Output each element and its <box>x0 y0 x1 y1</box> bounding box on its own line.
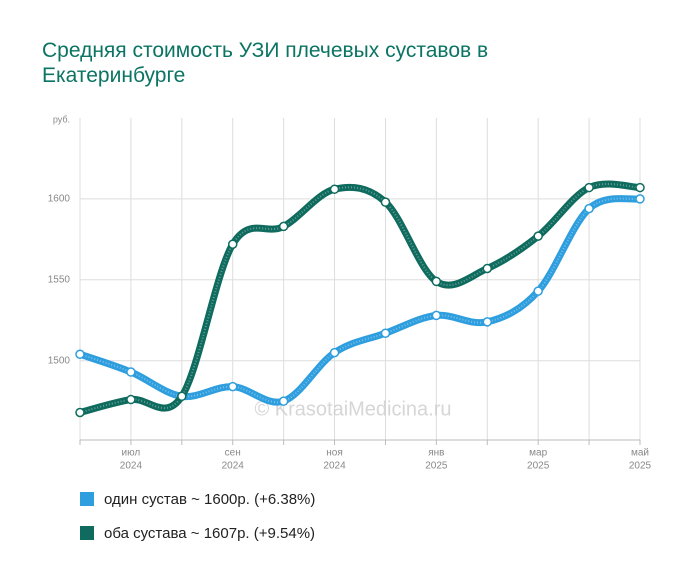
point <box>278 221 289 232</box>
x-tick-year: 2024 <box>120 461 143 472</box>
x-tick-year: 2025 <box>527 461 550 472</box>
x-tick-month: май <box>631 448 649 459</box>
point <box>584 182 594 193</box>
point <box>126 394 136 405</box>
point <box>75 349 85 359</box>
point <box>126 367 136 377</box>
x-tick-year: 2025 <box>629 461 652 472</box>
point <box>431 276 442 287</box>
series-line-highlight <box>79 197 641 404</box>
point <box>584 203 594 214</box>
legend-swatch <box>80 492 94 506</box>
point <box>635 194 645 204</box>
series-line <box>76 195 644 406</box>
point <box>482 263 493 274</box>
legend-swatch <box>80 526 94 540</box>
point <box>482 317 493 327</box>
y-tick-label: 1600 <box>48 194 71 205</box>
point <box>329 184 340 194</box>
x-tick-year: 2024 <box>323 461 346 472</box>
point <box>533 231 543 241</box>
x-tick-year: 2024 <box>222 461 245 472</box>
watermark: © KrasotaiMedicina.ru <box>254 398 451 420</box>
point <box>380 197 391 207</box>
point <box>380 328 391 338</box>
point <box>278 396 289 406</box>
point <box>533 286 543 296</box>
point <box>227 381 238 392</box>
x-tick-month: мар <box>529 448 547 459</box>
point <box>177 391 187 402</box>
y-tick-label: 1550 <box>48 274 71 285</box>
point <box>431 310 442 321</box>
x-tick-month: сен <box>225 448 241 459</box>
y-axis-label: руб. <box>53 114 70 124</box>
series-line <box>76 180 644 416</box>
point <box>75 407 85 418</box>
point <box>635 182 645 193</box>
x-tick-month: ноя <box>326 448 343 459</box>
point <box>227 239 238 249</box>
x-tick-month: янв <box>428 448 444 459</box>
chart-title: Средняя стоимость УЗИ плечевых суставов … <box>42 39 489 87</box>
y-tick-label: 1500 <box>48 355 71 366</box>
legend-label: оба сустава ~ 1607р. (+9.54%) <box>104 525 315 542</box>
point <box>329 347 340 358</box>
legend-label: один сустав ~ 1600р. (+6.38%) <box>104 491 315 508</box>
x-tick-month: июл <box>122 448 141 459</box>
x-tick-year: 2025 <box>425 461 448 472</box>
